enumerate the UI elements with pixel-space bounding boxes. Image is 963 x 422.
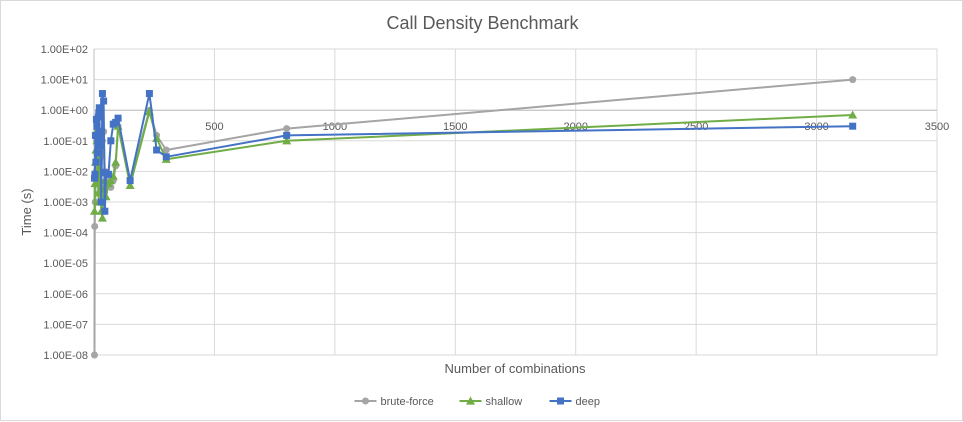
legend-label-brute-force: brute-force [381, 396, 434, 408]
y-tick-label: 1.00E+01 [41, 75, 88, 87]
data-point-shallow [125, 180, 135, 189]
data-point-deep [283, 131, 291, 139]
data-point-brute-force [91, 222, 99, 230]
data-point-brute-force [90, 351, 98, 359]
x-tick-label: 500 [205, 121, 223, 133]
legend-marker-deep [557, 397, 564, 405]
legend-label-deep: deep [576, 396, 600, 408]
chart-title: Call Density Benchmark [386, 13, 579, 33]
data-point-deep [114, 114, 122, 122]
legend-label-shallow: shallow [486, 396, 523, 408]
data-point-brute-force [283, 125, 291, 133]
data-point-deep [101, 207, 109, 215]
x-axis-label: Number of combinations [444, 361, 586, 376]
data-point-brute-force [162, 146, 170, 154]
y-tick-label: 1.00E-08 [43, 350, 88, 362]
data-point-deep [95, 104, 103, 112]
y-tick-label: 1.00E-06 [43, 289, 88, 301]
x-tick-label: 2500 [684, 121, 708, 133]
data-point-deep [153, 146, 161, 154]
y-tick-label: 1.00E-01 [43, 136, 88, 148]
y-tick-label: 1.00E-04 [43, 228, 88, 240]
y-tick-label: 1.00E-02 [43, 166, 88, 178]
data-point-shallow [90, 179, 100, 188]
legend-marker-brute-force [362, 397, 369, 405]
data-point-deep [93, 122, 101, 130]
legend-marker-shallow [466, 396, 475, 405]
data-point-shallow [97, 213, 107, 222]
y-tick-label: 1.00E-07 [43, 319, 88, 331]
data-point-deep [104, 170, 112, 178]
data-point-shallow [848, 110, 858, 119]
data-point-deep [145, 90, 153, 98]
data-point-shallow [111, 157, 121, 166]
data-point-deep [90, 174, 98, 182]
y-tick-label: 1.00E+02 [41, 44, 88, 56]
y-tick-label: 1.00E+00 [41, 105, 88, 117]
y-tick-label: 1.00E-05 [43, 258, 88, 270]
data-point-deep [94, 113, 102, 121]
data-point-deep [100, 97, 108, 105]
x-tick-label: 3500 [925, 121, 949, 133]
data-point-deep [849, 122, 857, 130]
data-point-deep [91, 170, 99, 178]
data-point-deep [112, 118, 120, 126]
data-point-deep [92, 158, 100, 166]
data-point-deep [97, 128, 105, 136]
y-tick-label: 1.00E-03 [43, 197, 88, 209]
data-point-deep [126, 177, 134, 185]
data-point-deep [97, 198, 105, 206]
x-tick-label: 1500 [443, 121, 467, 133]
data-point-shallow [282, 136, 292, 145]
data-point-deep [91, 131, 99, 139]
data-point-deep [95, 109, 103, 117]
data-point-deep [94, 137, 102, 145]
data-point-deep [162, 153, 170, 161]
data-point-deep [107, 137, 115, 145]
data-point-deep [98, 90, 106, 98]
data-point-shallow [89, 206, 99, 215]
data-point-brute-force [849, 76, 857, 84]
data-point-shallow [106, 176, 116, 185]
data-point-deep [96, 142, 104, 150]
data-point-deep [93, 149, 101, 157]
